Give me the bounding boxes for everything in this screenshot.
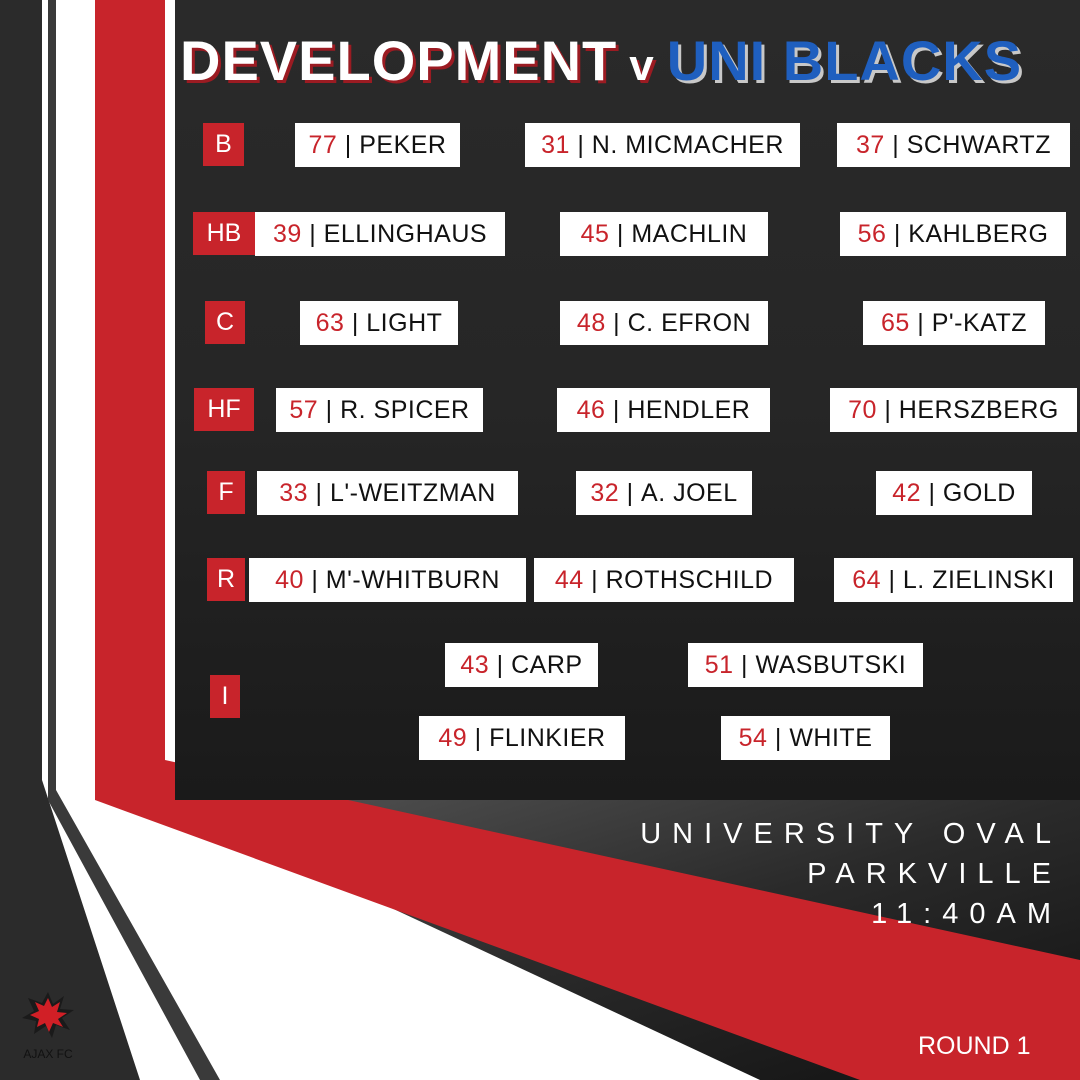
- round-label: ROUND 1: [918, 1032, 1031, 1060]
- player-name: PEKER: [359, 130, 447, 159]
- player-name: R. SPICER: [340, 395, 470, 424]
- player-name: HERSZBERG: [898, 395, 1059, 424]
- player-number: 45: [580, 219, 610, 248]
- player-card: 45 | MACHLIN: [560, 212, 768, 256]
- player-card: 54 | WHITE: [721, 716, 890, 760]
- player-number: 54: [738, 723, 768, 752]
- player-number: 51: [704, 650, 734, 679]
- player-card: 49 | FLINKIER: [419, 716, 625, 760]
- player-name: WHITE: [789, 723, 873, 752]
- player-name: LIGHT: [366, 308, 443, 337]
- player-number: 48: [576, 308, 606, 337]
- player-name: P'-KATZ: [931, 308, 1027, 337]
- position-label: R: [207, 558, 245, 601]
- player-name: FLINKIER: [489, 723, 606, 752]
- player-card: 65 | P'-KATZ: [863, 301, 1045, 345]
- player-number: 70: [848, 395, 877, 424]
- position-label: HF: [194, 388, 254, 431]
- player-name: N. MICMACHER: [591, 130, 784, 159]
- player-card: 56 | KAHLBERG: [840, 212, 1066, 256]
- player-number: 57: [289, 395, 319, 424]
- player-number: 49: [438, 723, 468, 752]
- player-name: M'-WHITBURN: [325, 565, 500, 594]
- player-card: 43 | CARP: [445, 643, 598, 687]
- player-number: 65: [880, 308, 910, 337]
- player-number: 77: [308, 130, 338, 159]
- player-card: 57 | R. SPICER: [276, 388, 483, 432]
- player-number: 56: [857, 219, 887, 248]
- player-name: L'-WEITZMAN: [329, 478, 496, 507]
- player-number: 43: [460, 650, 490, 679]
- player-name: GOLD: [942, 478, 1016, 507]
- player-name: ELLINGHAUS: [323, 219, 488, 248]
- player-name: CARP: [511, 650, 583, 679]
- position-label: B: [203, 123, 244, 166]
- player-card: 46 | HENDLER: [557, 388, 770, 432]
- player-name: A. JOEL: [641, 478, 738, 507]
- player-name: ROTHSCHILD: [605, 565, 774, 594]
- player-card: 64 | L. ZIELINSKI: [834, 558, 1073, 602]
- player-number: 44: [554, 565, 584, 594]
- player-name: WASBUTSKI: [755, 650, 907, 679]
- player-card: 33 | L'-WEITZMAN: [257, 471, 518, 515]
- player-number: 64: [852, 565, 882, 594]
- home-team: DEVELOPMENT: [180, 29, 618, 92]
- position-label: HB: [193, 212, 255, 255]
- match-time: 11:40AM: [871, 898, 1062, 930]
- player-card: 39 | ELLINGHAUS: [255, 212, 505, 256]
- player-number: 46: [576, 395, 606, 424]
- player-number: 40: [275, 565, 304, 594]
- player-name: SCHWARTZ: [906, 130, 1051, 159]
- match-title: DEVELOPMENT v UNI BLACKS: [180, 28, 1070, 93]
- player-card: 48 | C. EFRON: [560, 301, 768, 345]
- versus: v: [629, 41, 655, 90]
- player-card: 32 | A. JOEL: [576, 471, 752, 515]
- away-team: UNI BLACKS: [666, 29, 1023, 92]
- logo-text: AJAX FC: [23, 1047, 73, 1061]
- player-name: KAHLBERG: [908, 219, 1049, 248]
- player-name: L. ZIELINSKI: [902, 565, 1055, 594]
- player-number: 32: [590, 478, 620, 507]
- player-number: 31: [541, 130, 570, 159]
- club-logo: AJAX FC: [18, 990, 78, 1061]
- player-number: 63: [315, 308, 345, 337]
- player-card: 51 | WASBUTSKI: [688, 643, 923, 687]
- position-label: C: [205, 301, 245, 344]
- player-card: 77 | PEKER: [295, 123, 460, 167]
- player-card: 70 | HERSZBERG: [830, 388, 1077, 432]
- player-number: 42: [892, 478, 922, 507]
- player-name: HENDLER: [627, 395, 751, 424]
- player-name: C. EFRON: [627, 308, 752, 337]
- player-name: MACHLIN: [631, 219, 748, 248]
- player-number: 39: [272, 219, 302, 248]
- player-card: 31 | N. MICMACHER: [525, 123, 800, 167]
- venue-ground: UNIVERSITY OVAL: [640, 818, 1062, 850]
- position-label: F: [207, 471, 245, 514]
- player-card: 40 | M'-WHITBURN: [249, 558, 526, 602]
- venue-suburb: PARKVILLE: [807, 858, 1062, 890]
- position-label: I: [210, 675, 240, 718]
- player-card: 37 | SCHWARTZ: [837, 123, 1070, 167]
- ajax-star-logo-icon: [22, 992, 74, 1038]
- player-card: 42 | GOLD: [876, 471, 1032, 515]
- player-card: 63 | LIGHT: [300, 301, 458, 345]
- player-number: 37: [856, 130, 885, 159]
- player-card: 44 | ROTHSCHILD: [534, 558, 794, 602]
- player-number: 33: [279, 478, 309, 507]
